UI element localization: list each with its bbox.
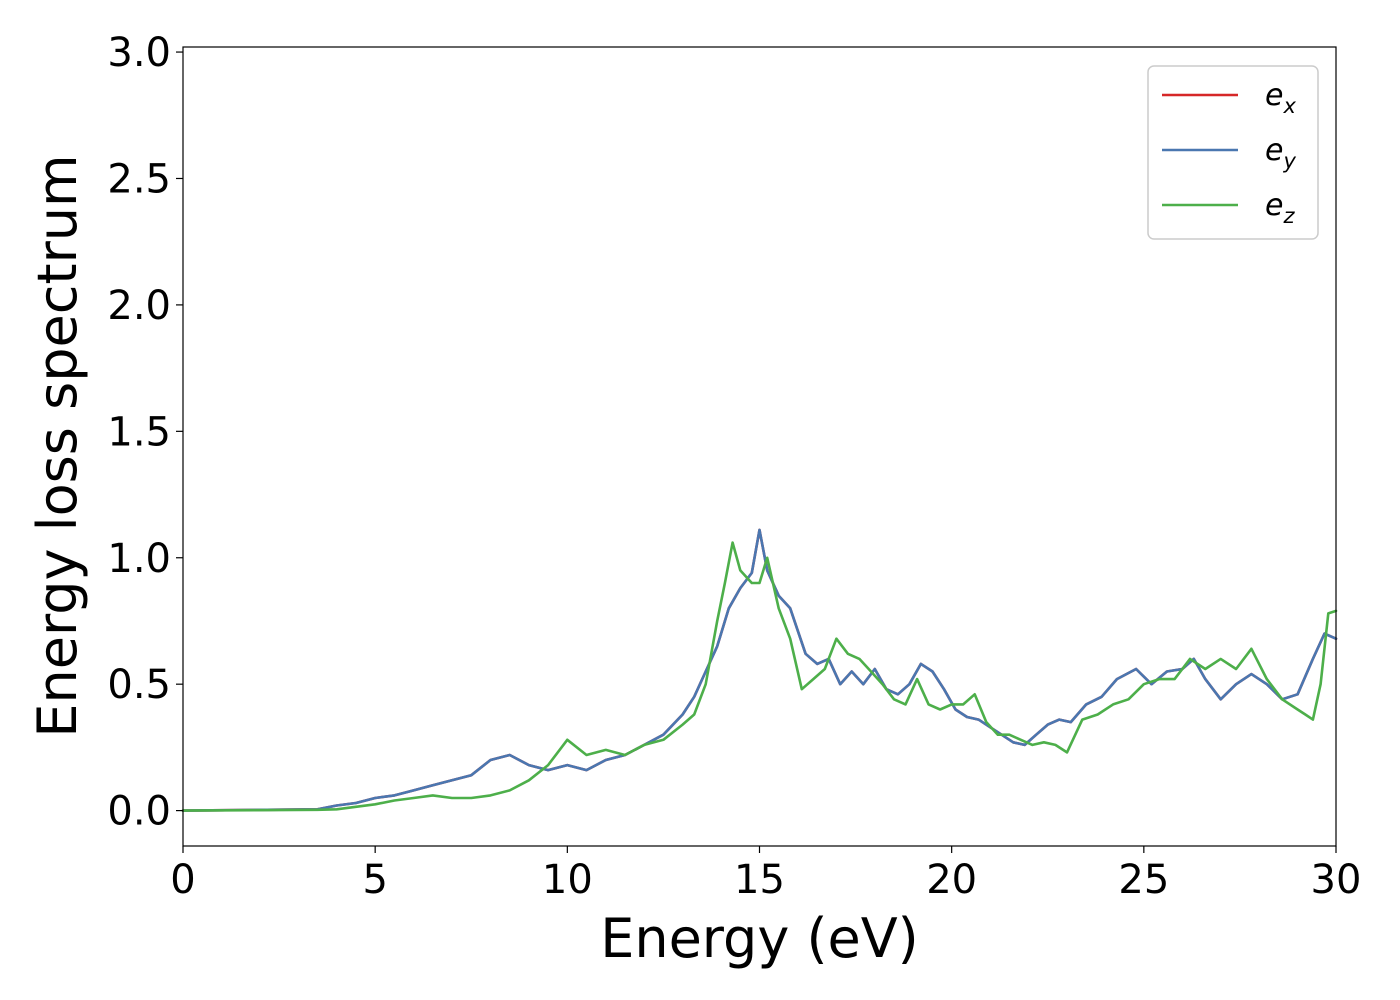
x-axis-title: Energy (eV) <box>600 907 919 970</box>
y-tick-label: 0.5 <box>107 662 171 708</box>
legend-label-e-z: ez <box>1265 188 1295 228</box>
y-tick-label: 1.5 <box>107 409 171 455</box>
x-axis-ticks: 0 5 10 15 20 25 30 <box>170 846 1361 903</box>
legend-box <box>1147 65 1319 240</box>
plot-background <box>183 47 1336 846</box>
y-axis-title: Energy loss spectrum <box>26 154 89 737</box>
y-tick-label: 1.0 <box>107 536 171 582</box>
series-line-e-z <box>181 541 1338 812</box>
series-layer <box>181 528 1338 812</box>
x-tick-label: 15 <box>734 857 785 903</box>
legend-label-e-x: ex <box>1265 78 1296 118</box>
y-axis-ticks: 0.0 0.5 1.0 1.5 2.0 2.5 3.0 <box>107 30 183 835</box>
legend: ex ey ez <box>1147 65 1319 240</box>
x-tick-label: 20 <box>926 857 977 903</box>
y-tick-label: 3.0 <box>107 30 171 76</box>
x-tick-label: 30 <box>1311 857 1362 903</box>
y-tick-label: 0.0 <box>107 789 171 835</box>
y-tick-label: 2.5 <box>107 156 171 202</box>
x-tick-label: 25 <box>1118 857 1169 903</box>
y-tick-label: 2.0 <box>107 283 171 329</box>
series-line-e-y <box>181 528 1338 812</box>
legend-label-e-y: ey <box>1265 133 1296 173</box>
x-tick-label: 0 <box>170 857 195 903</box>
x-tick-label: 10 <box>542 857 593 903</box>
x-tick-label: 5 <box>362 857 387 903</box>
